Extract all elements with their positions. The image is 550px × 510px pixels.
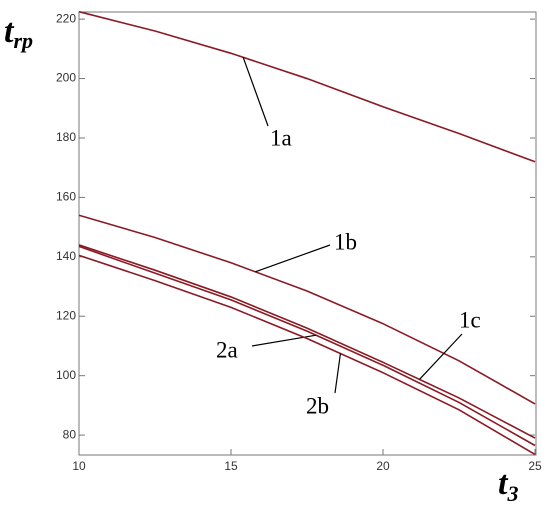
y-tick-label: 80 — [63, 427, 77, 441]
x-axis-title-main: t — [498, 465, 509, 502]
y-tick-label: 200 — [56, 71, 76, 85]
series-line — [78, 244, 536, 439]
x-tick-label: 10 — [72, 459, 86, 473]
y-axis-title-main: t — [4, 13, 15, 50]
y-tick-label: 160 — [56, 190, 76, 204]
annotation-leader — [334, 353, 342, 394]
x-axis-title: t3 — [498, 465, 518, 506]
plot-frame — [78, 11, 537, 456]
annotation-leader — [419, 333, 463, 380]
x-tick-label: 20 — [376, 459, 390, 473]
x-tick-label: 15 — [224, 459, 238, 473]
series-line — [78, 254, 536, 456]
y-tick-label: 100 — [56, 368, 76, 382]
series-label: 2b — [306, 393, 329, 418]
x-tick-label: 25 — [528, 459, 542, 473]
y-tick-label: 180 — [56, 130, 76, 144]
series-label: 1c — [459, 307, 481, 332]
series-label: 2a — [216, 337, 238, 362]
y-axis-title-sub: rp — [13, 28, 33, 53]
y-tick-label: 220 — [56, 11, 76, 25]
y-tick-label: 120 — [56, 308, 76, 322]
x-axis-title-sub: 3 — [506, 481, 518, 506]
series-line — [78, 10, 536, 163]
annotation-leader — [255, 244, 331, 273]
series-label: 1a — [270, 125, 292, 150]
series-line — [78, 245, 536, 447]
annotation-leader — [242, 57, 269, 127]
annotation-leader — [251, 334, 317, 347]
series-label: 1b — [334, 229, 357, 254]
series-line — [78, 214, 536, 405]
y-tick-label: 140 — [56, 249, 76, 263]
y-axis-title: trp — [4, 13, 33, 53]
